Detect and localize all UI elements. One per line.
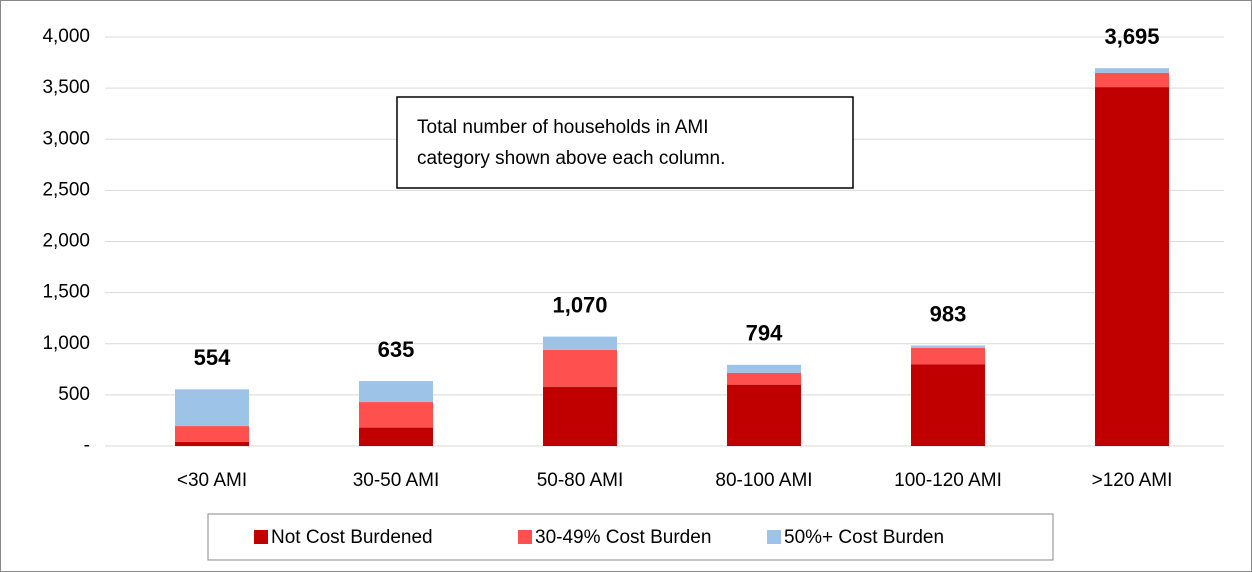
bar-segment (543, 336, 617, 350)
total-label: 3,695 (1104, 24, 1159, 49)
legend-swatch (518, 530, 532, 544)
bar-segment (1095, 72, 1169, 88)
legend-label: 50%+ Cost Burden (784, 527, 944, 548)
x-tick-label: 30-50 AMI (353, 470, 440, 491)
bar-segment (543, 349, 617, 387)
bar-segment (911, 364, 985, 446)
bar-segment (359, 381, 433, 403)
annotation-text: Total number of households in AMI (417, 117, 709, 138)
legend-label: Not Cost Burdened (271, 527, 433, 548)
total-label: 794 (746, 321, 783, 346)
y-tick-label: 2,000 (42, 231, 90, 252)
bar-segment (727, 384, 801, 446)
bar-segment (359, 427, 433, 446)
total-label: 554 (194, 345, 231, 370)
legend-label: 30-49% Cost Burden (535, 527, 711, 548)
total-label: 635 (378, 337, 415, 362)
bar-segment (727, 364, 801, 373)
bar-segment (543, 386, 617, 446)
y-tick-label: - (84, 435, 90, 456)
y-tick-label: 2,500 (42, 179, 90, 200)
y-tick-label: 500 (58, 384, 90, 405)
y-tick-label: 3,500 (42, 77, 90, 98)
bar-segment (911, 347, 985, 365)
y-tick-label: 1,000 (42, 333, 90, 354)
total-label: 983 (930, 301, 967, 326)
legend-box (207, 513, 1054, 561)
x-tick-label: 50-80 AMI (537, 470, 624, 491)
bar-segment (359, 402, 433, 428)
y-tick-label: 1,500 (42, 282, 90, 303)
y-tick-label: 3,000 (42, 128, 90, 149)
bar-segment (911, 345, 985, 348)
total-label: 1,070 (552, 292, 607, 317)
bar-segment (175, 426, 249, 442)
bar-segment (175, 441, 249, 446)
annotation-text: category shown above each column. (417, 148, 725, 169)
bar-segment (1095, 68, 1169, 73)
bar-segment (1095, 87, 1169, 446)
legend-swatch (254, 530, 268, 544)
bar-segment (727, 372, 801, 385)
annotation-box (396, 96, 854, 189)
bar-segment (175, 389, 249, 427)
x-tick-label: 100-120 AMI (894, 470, 1002, 491)
x-tick-label: >120 AMI (1092, 470, 1173, 491)
y-tick-label: 4,000 (42, 26, 90, 47)
legend-swatch (767, 530, 781, 544)
x-tick-label: 80-100 AMI (715, 470, 812, 491)
x-tick-label: <30 AMI (177, 470, 247, 491)
